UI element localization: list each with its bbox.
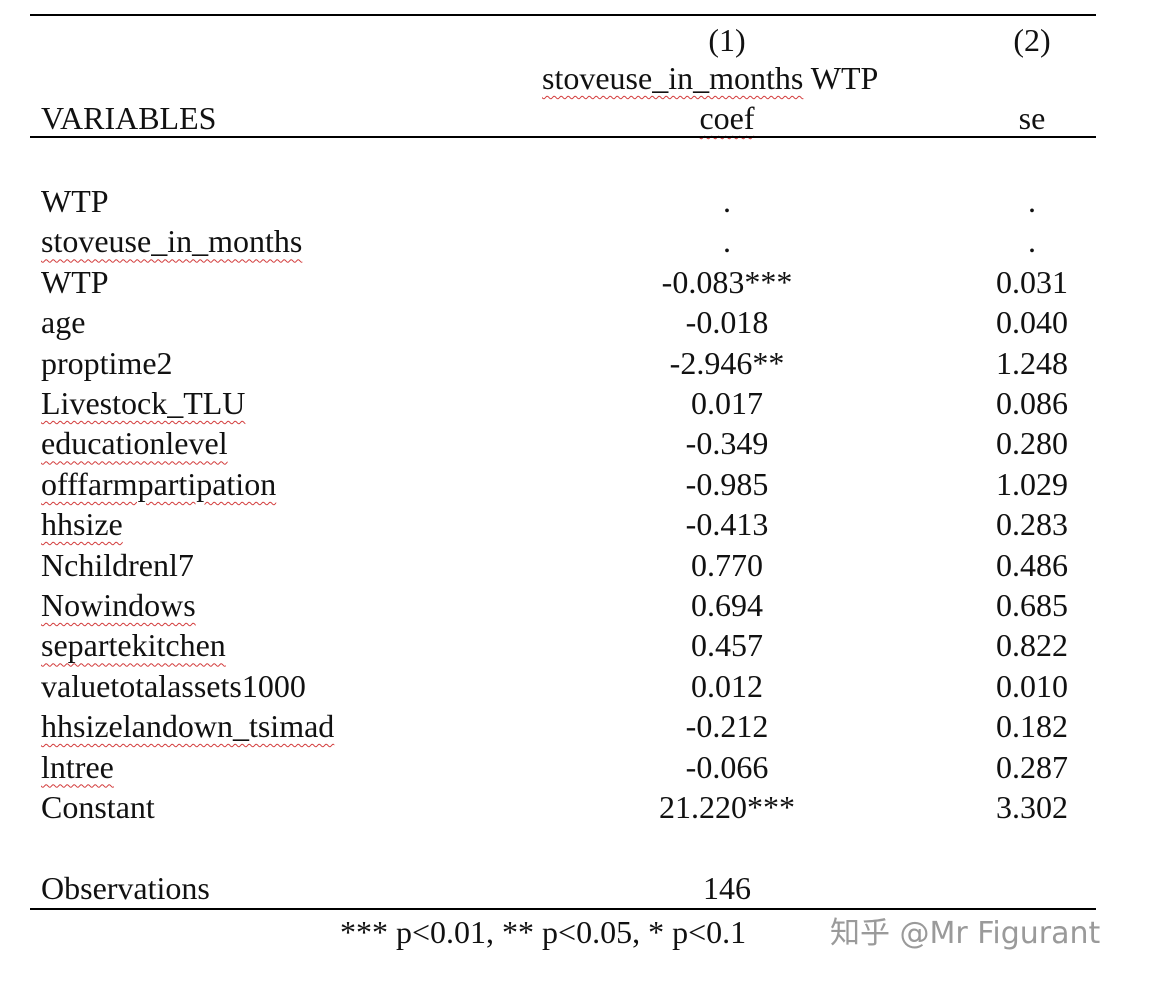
variable-label-text: Nowindows [41, 587, 196, 623]
coefficient-value: 0.012 [691, 667, 763, 704]
variable-label-text: educationlevel [41, 425, 228, 462]
variable-label-text: hhsize [41, 506, 123, 543]
variable-label: WTP [41, 263, 109, 300]
variable-label-text: stoveuse_in_months [41, 223, 303, 260]
standard-error-value: 1.029 [996, 465, 1068, 502]
variable-label: age [41, 304, 86, 341]
significance-footnote: *** p<0.01, ** p<0.05, * p<0.1 [340, 914, 747, 950]
col2-number: (2) [1013, 22, 1051, 58]
variable-label: valuetotalassets1000 [41, 667, 306, 704]
standard-error-value: 1.248 [996, 344, 1068, 381]
coefficient-value: -0.083*** [661, 263, 793, 300]
standard-error-value: 0.010 [996, 667, 1068, 704]
standard-error-value: 0.685 [996, 587, 1068, 623]
coefficient-value: -2.946** [669, 344, 785, 381]
variable-label: offfarmpartipation [41, 464, 276, 504]
variable-label: hhsize [41, 504, 123, 544]
coefficient-value: -0.212 [685, 708, 769, 745]
standard-error-value: 0.031 [996, 263, 1068, 300]
standard-error-value: 0.280 [996, 425, 1068, 462]
watermark: 知乎 @Mr Figurant [830, 916, 1101, 951]
standard-error-value: . [1028, 183, 1036, 219]
coefficient-value: -0.018 [685, 304, 769, 341]
coefficient-value: 0.457 [691, 627, 763, 664]
variable-label: Constant [41, 789, 155, 825]
standard-error-value: . [1028, 223, 1036, 260]
bottom-rule [30, 908, 1096, 910]
observations-value: 146 [703, 870, 751, 906]
variable-label: WTP [41, 183, 109, 219]
dep-var-a: stoveuse_in_months [542, 60, 804, 96]
variable-label-text: Livestock_TLU [41, 385, 246, 421]
standard-error-value: 0.486 [996, 546, 1068, 583]
variable-label: lntree [41, 747, 114, 787]
coefficient-value: . [723, 223, 731, 260]
variable-label: Nchildrenl7 [41, 546, 194, 583]
col1-number: (1) [708, 22, 746, 58]
variable-label: separtekitchen [41, 625, 226, 665]
variable-label: Livestock_TLU [41, 383, 245, 423]
observations-label: Observations [41, 870, 210, 906]
variable-label-text: offfarmpartipation [41, 465, 277, 502]
variables-header: VARIABLES [41, 100, 217, 136]
variable-label-text: lntree [41, 748, 114, 785]
header-rule [30, 136, 1096, 138]
variable-label-text: hhsizelandown_tsimad [41, 708, 335, 745]
standard-error-value: 3.302 [996, 789, 1068, 825]
standard-error-value: 0.287 [996, 748, 1068, 785]
variable-label-text: separtekitchen [41, 627, 226, 664]
coefficient-value: 21.220*** [659, 789, 795, 825]
coefficient-value: . [723, 183, 731, 219]
coefficient-value: 0.694 [691, 587, 763, 623]
col1-stat: coef [577, 98, 877, 138]
standard-error-value: 0.822 [996, 627, 1068, 664]
variable-label: hhsizelandown_tsimad [41, 706, 334, 746]
col2-stat: se [1018, 100, 1046, 136]
variable-label: Nowindows [41, 585, 196, 625]
standard-error-value: 0.086 [996, 385, 1068, 421]
variable-label: stoveuse_in_months [41, 221, 302, 261]
coefficient-value: -0.985 [685, 465, 769, 502]
coefficient-value: -0.349 [685, 425, 769, 462]
col1-stat-text: coef [699, 100, 755, 136]
variable-label: educationlevel [41, 423, 228, 463]
standard-error-value: 0.182 [996, 708, 1068, 745]
top-rule [30, 14, 1096, 16]
standard-error-value: 0.040 [996, 304, 1068, 341]
variable-label: proptime2 [41, 344, 173, 381]
dependent-variables: stoveuse_in_months WTP [542, 58, 878, 98]
coefficient-value: 0.017 [691, 385, 763, 421]
coefficient-value: -0.413 [685, 506, 769, 543]
dep-var-b: WTP [810, 60, 879, 96]
standard-error-value: 0.283 [996, 506, 1068, 543]
coefficient-value: 0.770 [691, 546, 763, 583]
coefficient-value: -0.066 [685, 748, 769, 785]
